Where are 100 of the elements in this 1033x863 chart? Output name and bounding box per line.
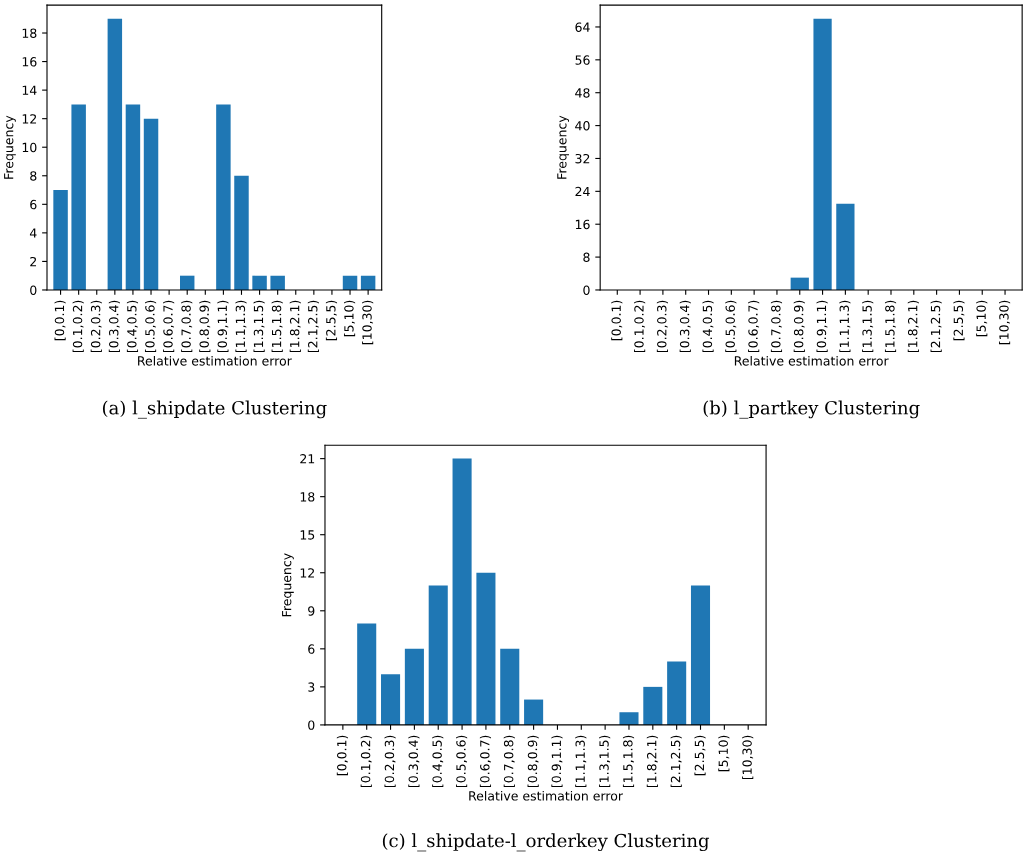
bar <box>71 104 86 290</box>
x-tick-label: [0.6,0.7) <box>748 300 760 353</box>
x-tick-label: [10,30) <box>742 735 754 780</box>
x-axis-title: Relative estimation error <box>469 790 624 801</box>
x-tick-label: [2.1,2.5) <box>670 735 682 788</box>
x-tick-label: [1.1,1.3) <box>839 300 851 353</box>
bar <box>428 585 448 725</box>
x-tick-label: [0.1,0.2) <box>72 300 84 353</box>
bar <box>234 175 249 290</box>
bar <box>643 686 663 725</box>
y-tick-label: 6 <box>30 199 37 210</box>
x-tick-label: [0.8,0.9) <box>793 300 805 353</box>
text: (a) l_shipdate Clustering <box>102 400 327 419</box>
bar <box>270 275 285 290</box>
bar <box>690 585 711 725</box>
x-tick-label: [0.6,0.7) <box>479 735 492 788</box>
x-tick-label: [0,0.1) <box>336 735 348 776</box>
x-tick-label: [0.8,0.9) <box>527 735 539 788</box>
x-tick-label: [1.8,2.1) <box>646 735 658 788</box>
x-tick-label: [0.8,0.9) <box>199 300 211 353</box>
x-tick-label: [0.2,0.3) <box>656 300 668 353</box>
bar <box>524 699 544 725</box>
x-tick-label: [0.9,1.1) <box>217 300 229 353</box>
x-tick-label: [1.3,1.5) <box>599 735 611 788</box>
x-tick-label: [10,30) <box>362 300 374 345</box>
y-tick-label: 12 <box>22 114 37 124</box>
x-tick-label: [1.1,1.3) <box>235 300 247 353</box>
y-tick-label: 2 <box>30 256 37 267</box>
x-tick-label: [0.4,0.5) <box>702 300 714 353</box>
x-tick-label: [2.1,2.5) <box>307 300 319 353</box>
x-tick-label: [0.1,0.2) <box>360 735 372 788</box>
y-tick-label: 9 <box>308 606 315 616</box>
x-tick-label: [0,0.1) <box>54 300 66 341</box>
y-axis-title: Frequency <box>282 553 294 617</box>
x-tick-label: [2.5,5) <box>953 300 965 341</box>
bar <box>216 104 231 290</box>
x-tick-label: [0.5,0.6) <box>456 735 468 788</box>
bar <box>125 104 141 290</box>
x-tick-label: [0.3,0.4) <box>679 300 691 353</box>
x-tick-label: [1.5,1.8) <box>884 300 897 353</box>
y-axis-title: Frequency <box>4 115 16 179</box>
x-tick-label: [0.5,0.6) <box>144 300 157 353</box>
x-tick-label: [0.7,0.8) <box>181 300 193 353</box>
text: (b) l_partkey Clustering <box>703 400 920 419</box>
x-tick-label: [5,10) <box>718 735 730 772</box>
x-tick-label: [0.6,0.7) <box>163 300 175 353</box>
bar <box>107 18 123 290</box>
x-tick-label: [0,0.1) <box>611 300 623 341</box>
x-tick-label: [0.4,0.5) <box>126 300 139 353</box>
y-tick-label: 14 <box>22 85 37 95</box>
y-tick-label: 4 <box>29 228 37 238</box>
y-axis-title: Frequency <box>557 115 569 179</box>
x-tick-label: [0.3,0.4) <box>408 735 420 788</box>
x-tick-label: [1.8,2.1) <box>289 300 301 353</box>
bar <box>667 661 687 725</box>
x-tick-label: [0.2,0.3) <box>384 735 396 788</box>
x-tick-label: [2.5,5) <box>694 735 706 776</box>
x-tick-label: [0.4,0.5) <box>432 735 444 788</box>
bar <box>357 623 377 725</box>
x-tick-label: [0.9,1.1) <box>816 300 828 353</box>
y-tick-label: 0 <box>583 285 590 295</box>
x-tick-label: [2.1,2.5) <box>930 300 942 353</box>
y-tick-label: 12 <box>300 568 315 578</box>
bar <box>500 648 520 725</box>
y-tick-label: 21 <box>300 454 315 464</box>
y-tick-label: 18 <box>300 492 315 502</box>
x-tick-label: [5,10) <box>976 300 988 337</box>
y-tick-label: 32 <box>575 153 590 164</box>
bar <box>53 190 68 290</box>
bar <box>381 674 401 725</box>
x-axis-title: Relative estimation error <box>734 355 889 366</box>
x-tick-label: [0.7,0.8) <box>503 735 515 788</box>
y-tick-label: 56 <box>575 55 590 65</box>
bar <box>404 648 424 725</box>
x-tick-label: [2.5,5) <box>325 300 338 341</box>
y-tick-label: 6 <box>308 644 315 654</box>
bar <box>452 458 472 725</box>
x-tick-label: [1.3,1.5) <box>253 300 265 353</box>
bar <box>836 203 855 290</box>
y-tick-label: 40 <box>575 121 590 131</box>
x-tick-label: [0.9,1.1) <box>551 735 563 788</box>
x-tick-label: [0.2,0.3) <box>90 300 102 353</box>
bar <box>143 118 159 290</box>
y-tick-label: 48 <box>575 88 590 98</box>
x-axis-title: Relative estimation error <box>138 355 292 366</box>
x-tick-label: [1.3,1.5) <box>862 300 874 353</box>
y-tick-label: 8 <box>30 171 37 181</box>
x-tick-label: [1.5,1.8) <box>271 300 283 353</box>
y-tick-label: 16 <box>575 219 590 230</box>
x-tick-label: [0.3,0.4) <box>108 300 120 353</box>
bar <box>813 18 832 290</box>
y-tick-label: 15 <box>300 530 315 540</box>
x-tick-label: [0.1,0.2) <box>634 300 646 353</box>
x-tick-label: [1.5,1.8) <box>622 735 635 788</box>
x-tick-label: [10,30) <box>999 300 1011 345</box>
x-tick-label: [1.1,1.3) <box>575 735 587 788</box>
x-tick-label: [5,10) <box>343 300 356 337</box>
y-tick-label: 0 <box>30 285 37 295</box>
text: (c) l_shipdate-l_orderkey Clustering <box>382 833 710 852</box>
x-tick-label: [0.5,0.6) <box>725 300 737 353</box>
